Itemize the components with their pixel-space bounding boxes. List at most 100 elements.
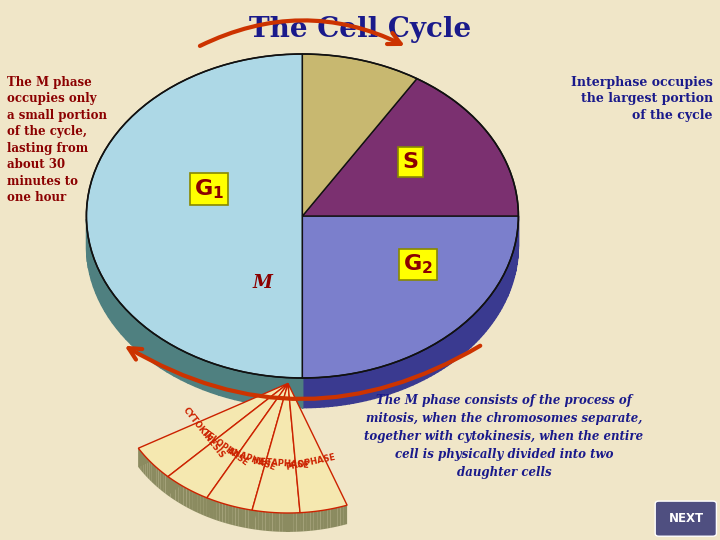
Polygon shape <box>334 508 337 527</box>
Polygon shape <box>488 296 490 328</box>
Polygon shape <box>476 309 479 342</box>
Polygon shape <box>117 299 122 334</box>
Polygon shape <box>138 383 288 467</box>
Polygon shape <box>366 370 370 401</box>
Polygon shape <box>386 364 390 395</box>
Polygon shape <box>109 287 112 323</box>
Polygon shape <box>405 357 409 388</box>
Polygon shape <box>358 372 361 402</box>
Polygon shape <box>137 320 143 354</box>
Polygon shape <box>168 383 288 496</box>
Polygon shape <box>337 507 341 526</box>
Polygon shape <box>181 485 184 505</box>
Polygon shape <box>181 350 188 383</box>
Polygon shape <box>283 513 287 532</box>
Polygon shape <box>424 348 427 380</box>
Polygon shape <box>154 334 161 368</box>
Polygon shape <box>219 366 227 397</box>
Polygon shape <box>262 511 266 531</box>
Polygon shape <box>341 375 345 405</box>
Polygon shape <box>112 293 117 328</box>
Polygon shape <box>148 329 154 363</box>
Polygon shape <box>505 269 506 302</box>
Polygon shape <box>154 465 156 486</box>
Polygon shape <box>427 346 431 378</box>
Polygon shape <box>174 346 181 380</box>
Polygon shape <box>382 366 386 396</box>
Polygon shape <box>324 377 328 407</box>
Text: M: M <box>253 274 273 293</box>
Text: The Cell Cycle: The Cell Cycle <box>249 16 471 43</box>
Polygon shape <box>341 506 344 526</box>
Polygon shape <box>131 315 137 349</box>
Polygon shape <box>201 495 204 516</box>
Polygon shape <box>317 511 320 530</box>
Polygon shape <box>431 345 434 376</box>
Polygon shape <box>297 512 300 532</box>
Polygon shape <box>235 370 243 401</box>
Polygon shape <box>87 232 89 268</box>
Polygon shape <box>184 487 186 507</box>
Polygon shape <box>294 378 302 408</box>
Polygon shape <box>459 325 462 357</box>
Polygon shape <box>222 503 225 523</box>
Polygon shape <box>288 383 347 512</box>
Polygon shape <box>434 342 438 374</box>
Polygon shape <box>210 499 213 519</box>
Polygon shape <box>486 299 488 332</box>
Text: PROPHASE: PROPHASE <box>284 453 336 471</box>
Polygon shape <box>251 374 260 404</box>
Polygon shape <box>324 510 328 529</box>
Polygon shape <box>140 450 142 471</box>
Polygon shape <box>451 332 454 363</box>
Polygon shape <box>344 505 347 525</box>
Polygon shape <box>259 511 262 530</box>
Polygon shape <box>361 371 366 401</box>
Polygon shape <box>171 478 173 499</box>
Polygon shape <box>328 376 333 407</box>
Polygon shape <box>248 510 252 529</box>
Polygon shape <box>90 245 91 281</box>
Polygon shape <box>252 383 300 513</box>
Polygon shape <box>168 383 288 498</box>
Polygon shape <box>189 490 192 510</box>
Polygon shape <box>370 369 374 400</box>
Polygon shape <box>374 368 378 399</box>
Polygon shape <box>235 507 239 526</box>
Polygon shape <box>515 242 516 274</box>
Polygon shape <box>481 305 483 337</box>
Polygon shape <box>207 498 210 518</box>
Polygon shape <box>161 471 163 492</box>
Polygon shape <box>269 512 272 531</box>
Polygon shape <box>394 361 397 393</box>
Text: $\mathbf{G_2}$: $\mathbf{G_2}$ <box>402 253 433 276</box>
Polygon shape <box>330 508 334 528</box>
Text: $\mathbf{G_1}$: $\mathbf{G_1}$ <box>194 177 224 201</box>
Polygon shape <box>500 279 502 312</box>
Polygon shape <box>349 374 354 404</box>
Polygon shape <box>354 373 358 403</box>
Polygon shape <box>246 509 248 529</box>
Polygon shape <box>152 463 154 484</box>
Polygon shape <box>465 320 468 352</box>
Polygon shape <box>514 245 515 278</box>
Polygon shape <box>158 469 161 490</box>
Polygon shape <box>242 508 246 528</box>
Polygon shape <box>102 276 105 312</box>
Polygon shape <box>479 307 481 339</box>
Polygon shape <box>167 342 174 376</box>
Polygon shape <box>409 355 413 387</box>
Polygon shape <box>304 512 307 531</box>
Polygon shape <box>509 260 510 293</box>
Polygon shape <box>498 282 500 314</box>
Wedge shape <box>302 79 518 216</box>
Polygon shape <box>213 500 216 520</box>
Polygon shape <box>229 505 232 525</box>
Polygon shape <box>302 378 307 408</box>
Polygon shape <box>320 377 324 407</box>
Text: CYTOKINESIS: CYTOKINESIS <box>181 406 226 460</box>
Polygon shape <box>496 285 498 317</box>
Polygon shape <box>105 282 109 317</box>
Polygon shape <box>441 338 444 370</box>
Polygon shape <box>397 360 402 391</box>
